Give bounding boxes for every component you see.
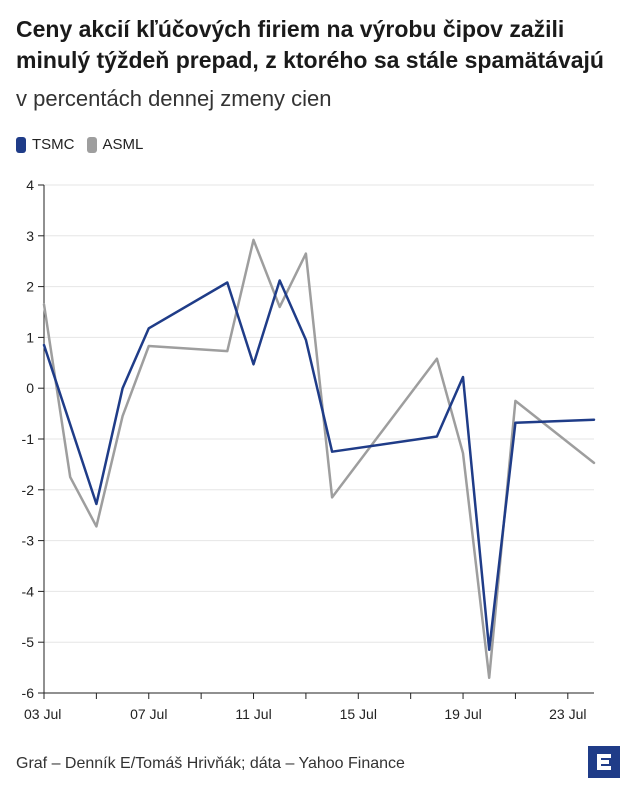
legend-item-tsmc: TSMC <box>16 136 75 153</box>
denník-e-logo-icon <box>588 746 620 778</box>
y-tick-labels: 4 3 2 1 0 -1 -2 -3 -4 -5 -6 <box>22 177 35 701</box>
legend-swatch-asml <box>86 136 97 153</box>
legend-label-asml: ASML <box>102 136 144 153</box>
source-footer: Graf – Denník E/Tomáš Hrivňák; dáta – Ya… <box>16 755 405 772</box>
y-tick-label: -5 <box>22 634 35 650</box>
legend-swatch-tsmc <box>16 136 26 153</box>
chart-subtitle: v percentách dennej zmeny cien <box>16 86 332 111</box>
line-chart: 4 3 2 1 0 -1 -2 -3 -4 -5 -6 03 Jul 07 Jul 11 Jul 15 J… <box>22 177 596 722</box>
chart-title: Ceny akcií kľúčových firiem na výrobu či… <box>16 16 604 73</box>
series-lines <box>42 238 596 680</box>
y-tick-label: 4 <box>26 177 34 193</box>
series-line-asml <box>42 238 596 680</box>
x-tick-label: 19 Jul <box>444 706 481 722</box>
x-tick-labels: 03 Jul 07 Jul 11 Jul 15 Jul 19 Jul 23 Jul <box>24 706 586 722</box>
x-tick-label: 15 Jul <box>340 706 377 722</box>
legend-label-tsmc: TSMC <box>32 136 75 153</box>
axes <box>38 184 594 699</box>
x-tick-label: 11 Jul <box>235 706 271 722</box>
y-tick-label: 1 <box>26 329 34 345</box>
y-tick-label: -6 <box>22 685 35 701</box>
y-tick-label: 2 <box>26 279 34 295</box>
series-line-tsmc <box>42 279 596 652</box>
x-tick-label: 07 Jul <box>130 706 167 722</box>
x-tick-label: 03 Jul <box>24 706 61 722</box>
y-tick-label: -3 <box>22 533 35 549</box>
legend-item-asml: ASML <box>86 136 144 153</box>
legend: TSMC ASML <box>16 136 143 153</box>
y-tick-label: -4 <box>22 583 35 599</box>
x-tick-label: 23 Jul <box>549 706 586 722</box>
y-tick-label: 0 <box>26 380 34 396</box>
y-tick-label: -2 <box>22 482 35 498</box>
y-tick-label: -1 <box>22 431 35 447</box>
y-tick-label: 3 <box>26 228 34 244</box>
